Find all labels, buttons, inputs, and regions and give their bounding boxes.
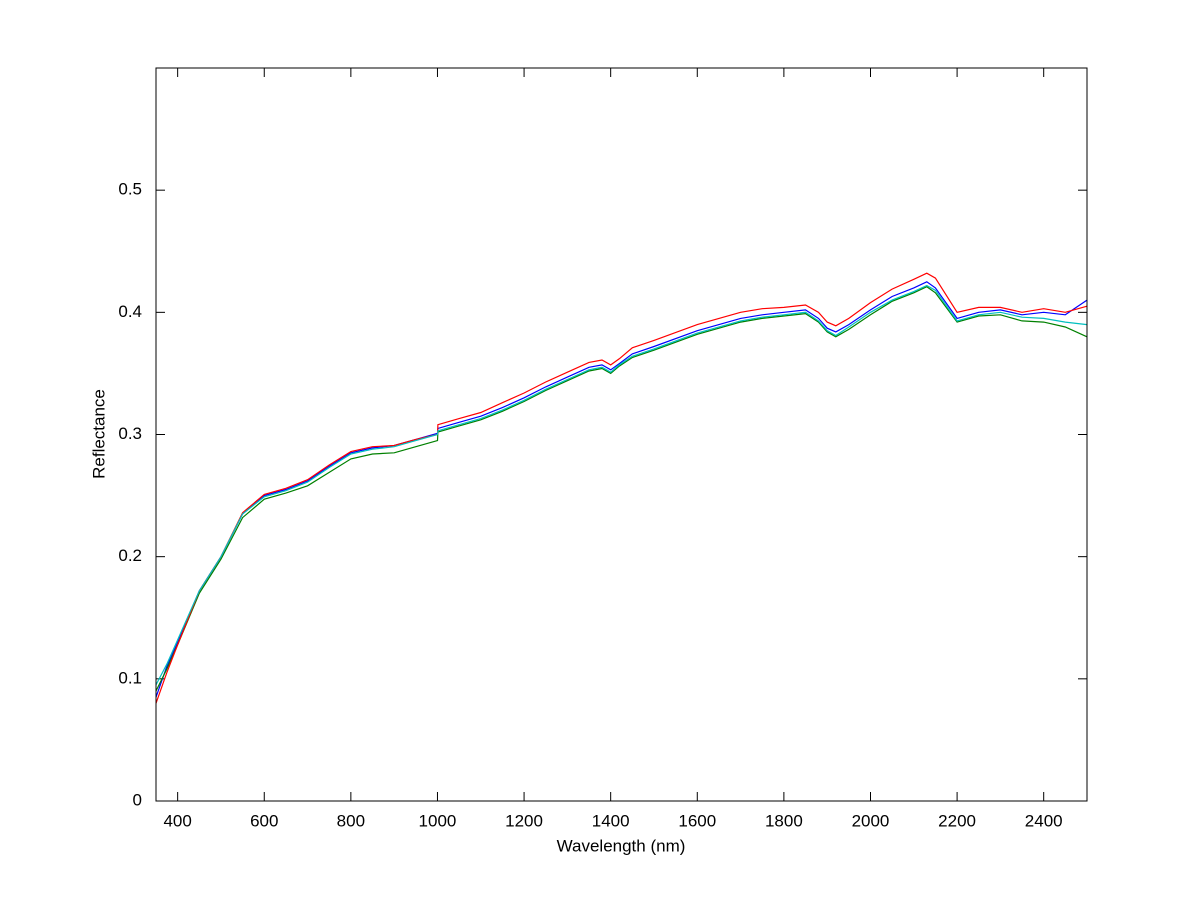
x-tick-label: 600 [250,811,278,830]
x-tick-label: 2000 [852,811,890,830]
x-tick-label: 2200 [938,811,976,830]
x-tick-label: 1200 [505,811,543,830]
y-tick-label: 0.3 [118,424,142,443]
x-tick-label: 1600 [678,811,716,830]
x-tick-label: 1400 [592,811,630,830]
plot-frame [155,67,1088,802]
y-tick-label: 0.4 [118,302,142,321]
series-line [155,281,1088,698]
x-tick-label: 400 [163,811,191,830]
y-axis-label: Reflectance [89,389,108,479]
x-tick-label: 800 [337,811,365,830]
x-axis-label: Wavelength (nm) [557,836,686,855]
series-line [155,286,1088,692]
x-tick-label: 1000 [419,811,457,830]
x-tick-label: 2400 [1025,811,1063,830]
x-tick-label: 1800 [765,811,803,830]
y-tick-label: 0.1 [118,668,142,687]
y-tick-label: 0.5 [118,180,142,199]
series-line [155,284,1088,686]
series-line [155,272,1088,704]
y-tick-label: 0.2 [118,546,142,565]
y-tick-label: 0 [133,790,142,809]
